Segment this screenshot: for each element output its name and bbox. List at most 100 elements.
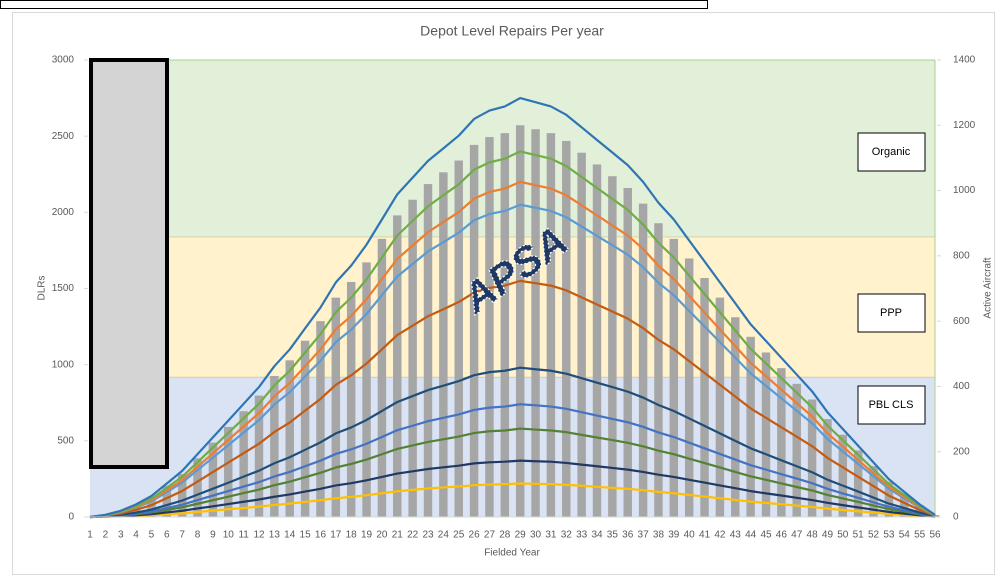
x-tick-label: 17 [330,530,342,541]
bar [500,133,510,517]
series-line [89,459,936,519]
bar [884,481,894,517]
bar [608,176,617,518]
y2-tick-label: 0 [953,512,959,523]
x-tick-label: 3 [118,530,124,541]
series-line [89,482,936,519]
series-line [89,150,936,519]
x-tick-label: 10 [223,530,235,541]
x-tick-label: 24 [438,530,450,541]
x-tick-label: 21 [392,530,404,541]
x-tick-label: 43 [730,530,742,541]
x-tick-label: 29 [515,530,527,541]
x-tick-label: 42 [714,530,726,541]
x-tick-label: 36 [622,530,634,541]
bar [408,199,417,517]
band-label-box [857,385,926,425]
y2-tick-label: 1200 [953,120,976,131]
x-tick-label: 41 [699,530,711,541]
x-tick-label: 7 [179,530,185,541]
x-tick-label: 32 [561,530,573,541]
series-line [89,96,936,519]
chart-title: Depot Level Repairs Per year [420,23,604,39]
x-tick-label: 33 [576,530,588,541]
bar [807,399,817,517]
bar [853,450,863,517]
x-tick-label: 15 [300,530,312,541]
x-tick-label: 39 [668,530,680,541]
series-line [89,180,936,519]
y-tick-label: 2000 [52,207,75,218]
bar [300,340,310,517]
band [90,236,935,377]
bar [454,160,463,518]
bar [823,419,832,517]
x-tick-label: 34 [591,530,603,541]
x-tick-label: 26 [469,530,481,541]
bar [316,321,325,517]
y-tick-label: 1500 [52,283,75,294]
bar [715,297,725,517]
bar [731,317,740,517]
x-tick-label: 13 [269,530,281,541]
bar [669,238,679,517]
x-tick-label: 54 [899,530,911,541]
y-tick-label: 3000 [52,55,75,66]
x-tick-label: 55 [914,530,926,541]
bar [761,352,771,517]
x-tick-label: 23 [422,530,434,541]
y-tick-label: 1000 [52,359,75,370]
x-tick-label: 4 [133,530,139,541]
bar [377,238,387,517]
x-tick-label: 9 [210,530,216,541]
bar [362,262,371,517]
series-line [89,279,936,519]
band-label: PBL CLS [869,399,914,411]
bar [285,360,294,517]
x-tick-label: 5 [149,530,155,541]
chart-border [12,12,995,575]
series-line [89,203,936,519]
x-tick-label: 25 [453,530,465,541]
y2-tick-label: 800 [953,250,970,261]
top-box [0,0,708,9]
x-tick-label: 47 [791,530,803,541]
bar [577,152,586,517]
x-tick-label: 27 [484,530,496,541]
bar [147,497,156,517]
x-tick-label: 35 [607,530,619,541]
x-tick-label: 16 [315,530,327,541]
bar [162,485,172,517]
bar [562,140,571,517]
band-label: Organic [872,146,911,158]
bar [869,466,878,517]
x-tick-label: 18 [346,530,358,541]
y-tick-label: 0 [68,512,74,523]
x-tick-label: 44 [745,530,757,541]
x-tick-label: 56 [929,530,941,541]
bar [700,278,709,517]
y2-tick-label: 1400 [953,55,976,66]
bar [915,505,924,517]
bar [239,411,248,517]
x-axis-label: Fielded Year [484,548,540,559]
bar [515,125,525,518]
x-tick-label: 50 [837,530,849,541]
bar [393,215,402,517]
y2-tick-label: 200 [953,446,970,457]
bar [331,297,341,517]
bar [900,493,909,517]
y-axis-label: DLRs [37,275,48,300]
bar [592,164,602,517]
x-tick-label: 48 [807,530,819,541]
bar [638,203,648,517]
x-tick-label: 37 [638,530,650,541]
bar [131,505,141,517]
y-tick-label: 500 [57,435,74,446]
x-tick-label: 45 [760,530,772,541]
bar [546,133,556,517]
bar [792,383,801,517]
x-tick-label: 2 [103,530,109,541]
x-tick-label: 8 [195,530,201,541]
series-line [89,403,936,519]
